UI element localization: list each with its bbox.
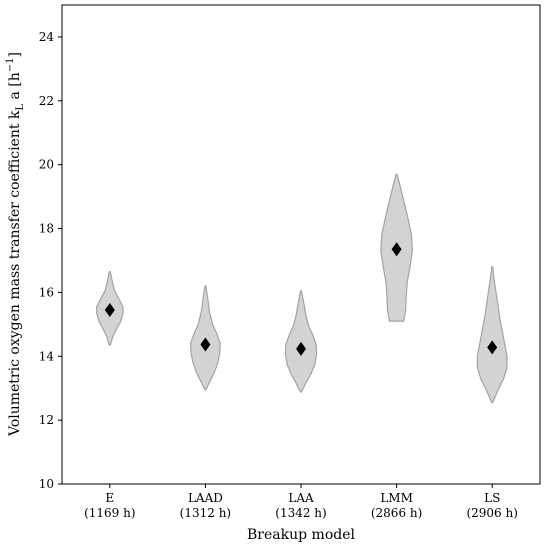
y-axis-title: Volumetric oxygen mass transfer coeffici… [5, 52, 26, 437]
x-tick-sublabel: (1312 h) [180, 506, 231, 520]
median-marker [391, 242, 402, 257]
plot-frame [61, 4, 541, 485]
y-tick-label: 24 [39, 30, 55, 44]
y-tick-label: 16 [39, 285, 54, 299]
x-axis: E(1169 h) LAAD(1312 h) LAA(1342 h) LMM(2866… [84, 484, 518, 520]
median-marker [296, 341, 306, 356]
y-tick-label: 20 [39, 158, 54, 172]
median-marker [487, 340, 498, 355]
y-axis-title-close: ] [7, 52, 23, 57]
y-tick-label: 14 [39, 349, 55, 363]
median-marker [200, 337, 211, 352]
x-tick-label: LMM [380, 491, 413, 505]
x-tick-sublabel: (1342 h) [275, 506, 326, 520]
violin-series [96, 173, 508, 404]
x-tick-label: E [105, 491, 114, 505]
y-tick-label: 22 [39, 94, 54, 108]
x-axis-title: Breakup model [247, 527, 355, 543]
median-marker [104, 302, 115, 317]
x-tick-sublabel: (1169 h) [84, 506, 135, 520]
x-tick-sublabel: (2906 h) [466, 506, 517, 520]
y-tick-label: 18 [39, 222, 54, 236]
y-axis-title-tail: a [h [7, 72, 23, 104]
x-tick-label: LS [484, 491, 500, 505]
x-tick-label: LAAD [188, 491, 223, 505]
x-tick-label: LAA [288, 491, 314, 505]
y-axis-title-subscript: L [15, 104, 26, 111]
violin-laa [284, 290, 318, 393]
y-axis: 10 12 14 16 18 20 22 24 [39, 30, 62, 491]
x-tick-sublabel: (2866 h) [371, 506, 422, 520]
y-axis-title-superscript: −1 [5, 57, 16, 72]
violin-ls [476, 266, 508, 404]
y-tick-label: 10 [39, 477, 54, 491]
y-tick-label: 12 [39, 413, 54, 427]
